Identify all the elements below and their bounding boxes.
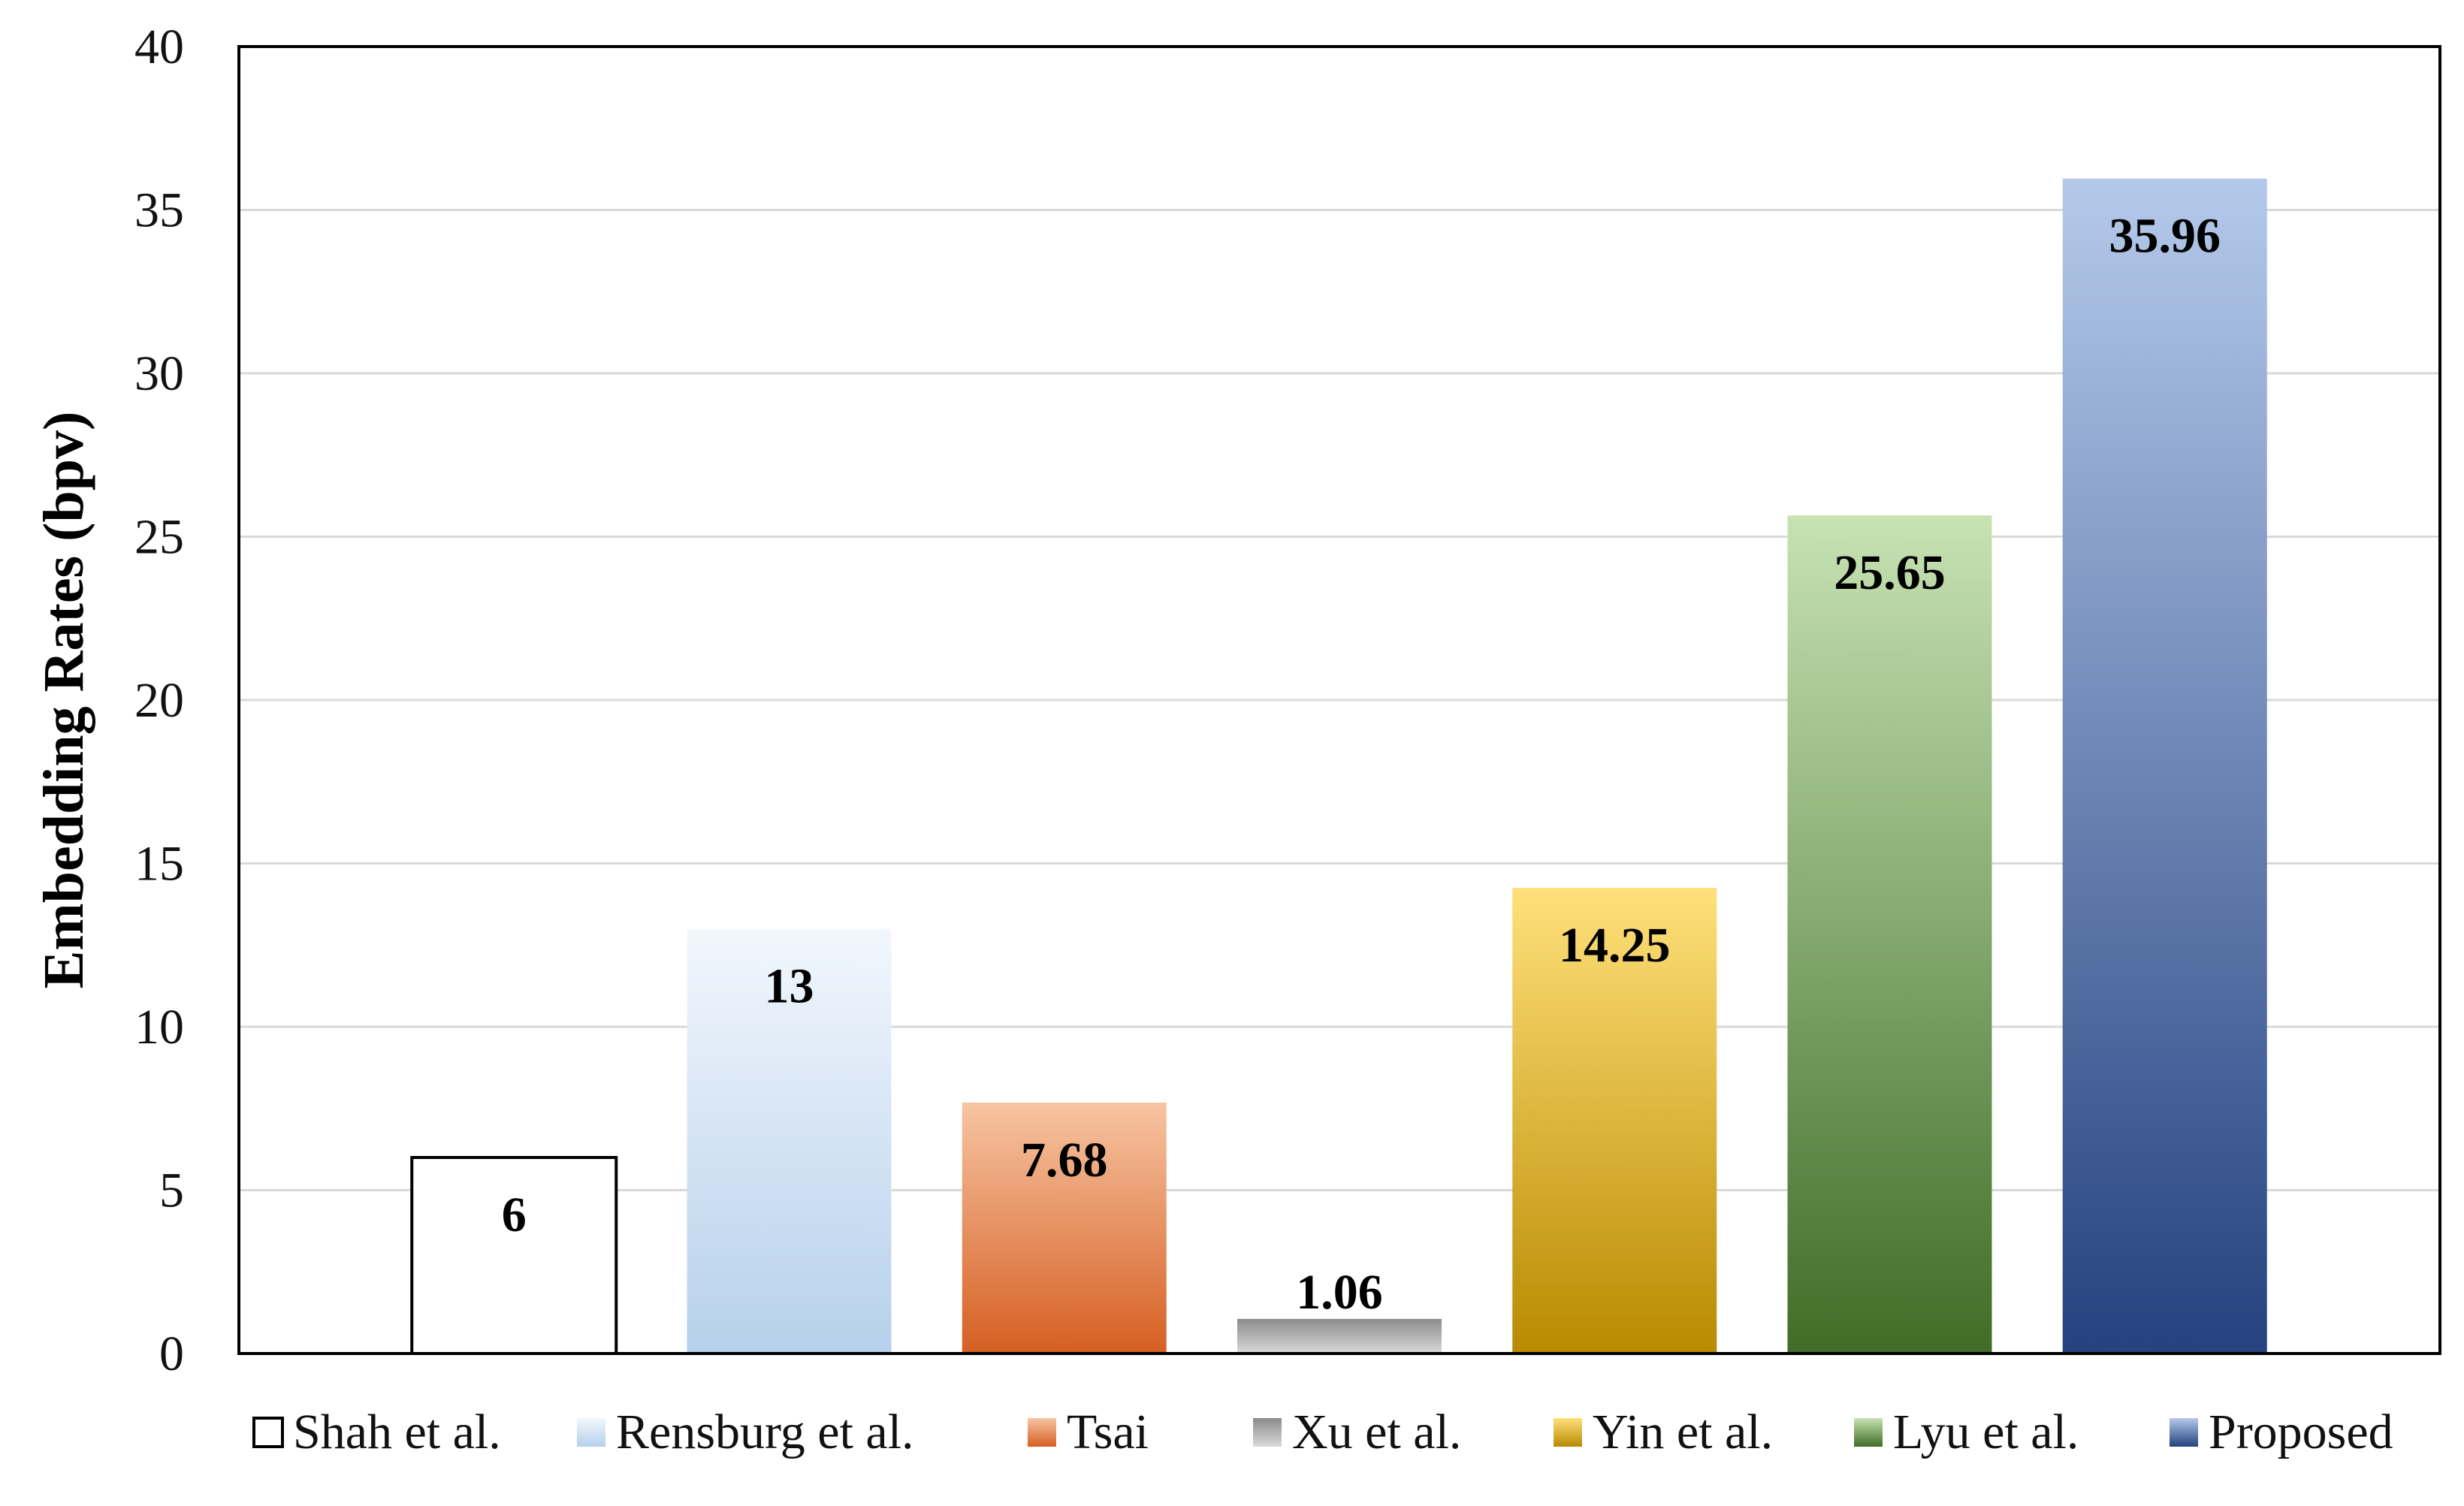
legend-label: Yin et al. [1593,1405,1773,1459]
y-axis-label: Embedding Rates (bpv) [32,412,95,989]
legend-swatch [577,1418,605,1447]
bar [2062,178,2267,1354]
y-tick-label: 20 [134,673,184,728]
y-tick-label: 30 [134,346,184,401]
data-label: 25.65 [1834,545,1946,600]
bar [687,928,892,1354]
y-tick-label: 10 [134,1000,184,1055]
y-tick-label: 35 [134,183,184,238]
y-tick-label: 25 [134,510,184,565]
legend-swatch [1854,1418,1883,1447]
bar [1512,888,1717,1354]
data-labels: 6 13 7.68 1.06 14.25 25.65 35.96 [502,209,2221,1320]
legend-swatch [1554,1418,1582,1447]
legend-label: Lyu et al. [1893,1405,2079,1459]
legend-label: Xu et al. [1292,1405,1461,1459]
data-label: 35.96 [2109,209,2221,264]
legend-label: Shah et al. [293,1405,501,1459]
y-tick-label: 5 [159,1163,184,1218]
data-label: 13 [765,959,814,1014]
y-tick-label: 15 [134,837,184,892]
bars [410,178,2267,1355]
data-label: 14.25 [1559,918,1671,973]
legend-swatch [252,1417,284,1448]
plot-frame [237,45,2441,1355]
legend: Shah et al. Rensburg et al. Tsai Xu et al. Y… [252,1405,2393,1459]
legend-swatch [1028,1418,1056,1447]
legend-swatch [2170,1418,2198,1447]
data-label: 1.06 [1296,1265,1383,1320]
y-tick-label: 0 [159,1326,184,1381]
legend-label: Tsai [1067,1405,1149,1459]
bar [1237,1318,1442,1354]
data-label: 7.68 [1021,1133,1108,1188]
bar [1787,515,1992,1354]
data-label: 6 [502,1188,527,1242]
legend-swatch [1253,1418,1282,1447]
legend-label: Rensburg et al. [616,1405,914,1459]
bar [962,1102,1167,1354]
y-tick-labels: 0 5 10 15 20 25 30 35 40 [134,20,184,1381]
legend-label: Proposed [2209,1405,2393,1459]
y-tick-label: 40 [134,20,184,74]
gridlines [239,209,2440,1191]
